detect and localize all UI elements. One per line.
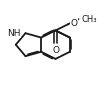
Text: F: F (53, 46, 58, 55)
Text: O: O (52, 46, 59, 55)
Text: CH₃: CH₃ (82, 15, 97, 24)
Text: O: O (70, 19, 77, 28)
Text: NH: NH (7, 29, 21, 38)
